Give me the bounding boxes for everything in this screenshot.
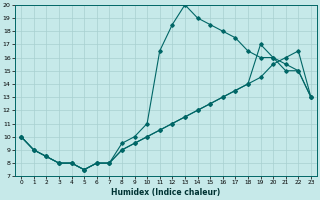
X-axis label: Humidex (Indice chaleur): Humidex (Indice chaleur) (111, 188, 221, 197)
